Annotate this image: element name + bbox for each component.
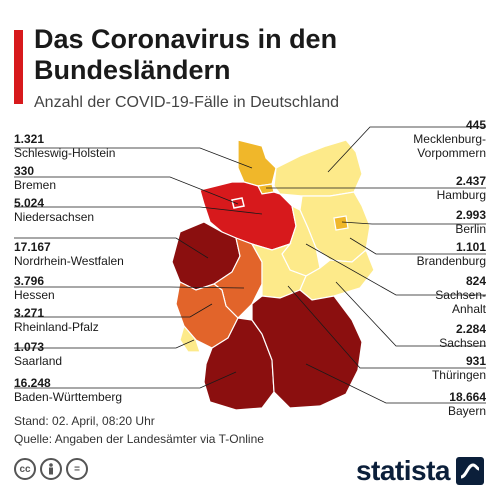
value: 824	[465, 274, 486, 288]
name: Saarland	[14, 354, 63, 368]
equals-icon[interactable]: =	[66, 458, 88, 480]
cc-icon[interactable]: cc	[14, 458, 36, 480]
label-rheinland-pfalz: 3.271 Rheinland-Pfalz	[14, 306, 99, 334]
label-mecklenburg-vorpommern: 445 Mecklenburg- Vorpommern	[413, 118, 486, 160]
label-nordrhein-westfalen: 17.167 Nordrhein-Westfalen	[14, 240, 124, 268]
label-schleswig-holstein: 1.321 Schleswig-Holstein	[14, 132, 115, 160]
state-mecklenburg-vorpommern[interactable]	[273, 139, 363, 197]
value: 1.321	[14, 132, 45, 146]
value: 3.796	[14, 274, 45, 288]
label-brandenburg: 1.101 Brandenburg	[417, 240, 486, 268]
label-bremen: 330 Bremen	[14, 164, 56, 192]
name: Sachsen	[439, 336, 486, 350]
accent-bar	[14, 30, 23, 104]
label-sachsen-anhalt: 824 Sachsen- Anhalt	[435, 274, 486, 316]
name: Mecklenburg- Vorpommern	[413, 132, 486, 160]
value: 2.437	[455, 174, 486, 188]
name: Schleswig-Holstein	[14, 146, 116, 160]
name: Hessen	[14, 288, 55, 302]
value: 18.664	[449, 390, 486, 404]
name: Hamburg	[436, 188, 486, 202]
name: Nordrhein-Westfalen	[14, 254, 124, 268]
name: Thüringen	[431, 368, 486, 382]
value: 16.248	[14, 376, 51, 390]
person-icon[interactable]	[40, 458, 62, 480]
value: 5.024	[14, 196, 45, 210]
value: 445	[465, 118, 486, 132]
name: Niedersachsen	[14, 210, 95, 224]
page-subtitle: Anzahl der COVID-19-Fälle in Deutschland	[34, 94, 340, 111]
label-hessen: 3.796 Hessen	[14, 274, 55, 302]
brand-name: statista	[355, 455, 451, 486]
statista-mark-icon	[456, 457, 484, 485]
state-bremen[interactable]	[231, 197, 245, 209]
state-berlin[interactable]	[333, 215, 349, 231]
name: Baden-Württemberg	[14, 390, 123, 404]
name: Berlin	[455, 222, 486, 236]
value: 17.167	[14, 240, 51, 254]
name: Rheinland-Pfalz	[14, 320, 99, 334]
name: Brandenburg	[416, 254, 486, 268]
name: Bremen	[14, 178, 57, 192]
page-title: Das Coronavirus in den Bundesländern	[34, 24, 338, 85]
value: 931	[465, 354, 486, 368]
name: Sachsen- Anhalt	[435, 288, 486, 316]
value: 1.101	[455, 240, 486, 254]
label-bayern: 18.664 Bayern	[448, 390, 486, 418]
label-berlin: 2.993 Berlin	[455, 208, 486, 236]
statista-logo[interactable]: statista	[356, 455, 484, 487]
state-schleswig-holstein[interactable]	[237, 139, 277, 187]
value: 1.073	[14, 340, 45, 354]
label-baden-wuerttemberg: 16.248 Baden-Württemberg	[14, 376, 122, 404]
label-sachsen: 2.284 Sachsen	[439, 322, 486, 350]
label-hamburg: 2.437 Hamburg	[437, 174, 486, 202]
license-icons: cc =	[14, 458, 88, 480]
value: 330	[14, 164, 35, 178]
value: 3.271	[14, 306, 45, 320]
label-saarland: 1.073 Saarland	[14, 340, 62, 368]
label-niedersachsen: 5.024 Niedersachsen	[14, 196, 94, 224]
value: 2.993	[455, 208, 486, 222]
label-thueringen: 931 Thüringen	[432, 354, 486, 382]
footer-stand: Stand: 02. April, 08:20 Uhr	[14, 414, 155, 428]
value: 2.284	[455, 322, 486, 336]
name: Bayern	[447, 404, 486, 418]
state-saarland[interactable]	[179, 324, 201, 353]
footer-quelle: Quelle: Angaben der Landesämter via T-On…	[14, 432, 264, 446]
